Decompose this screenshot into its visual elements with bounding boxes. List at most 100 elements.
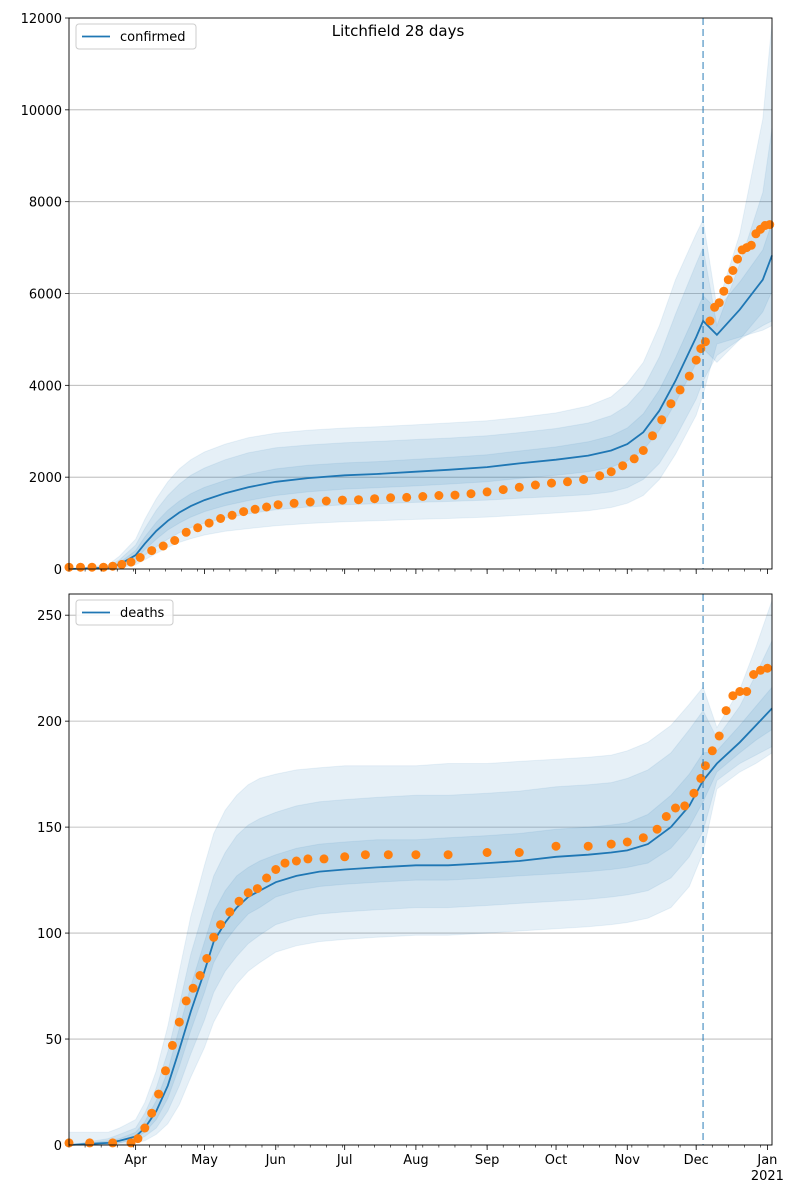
- axes-frame: [68, 593, 773, 1146]
- observed-point: [728, 266, 738, 275]
- plot-area: [69, 594, 772, 1145]
- y-tick-label: 0: [54, 563, 62, 578]
- y-tick-label: 2000: [29, 471, 62, 486]
- observed-point: [498, 485, 508, 495]
- x-tick-label: Apr: [124, 1153, 147, 1168]
- observed-point: [170, 536, 180, 545]
- observed-point: [721, 706, 731, 716]
- y-tick-label: 4000: [29, 379, 62, 394]
- observed-point: [418, 492, 428, 501]
- observed-point: [216, 514, 226, 523]
- observed-point: [174, 1017, 184, 1027]
- observed-point: [273, 500, 283, 510]
- observed-point: [216, 920, 226, 930]
- observed-point: [370, 494, 380, 504]
- model-median-line: [68, 255, 773, 570]
- observed-point: [135, 553, 145, 562]
- observed-point: [360, 850, 370, 860]
- observed-point: [291, 856, 301, 866]
- observed-point: [280, 858, 290, 868]
- observed-point: [696, 773, 706, 783]
- observed-point: [749, 670, 759, 679]
- axes-frame: [68, 17, 773, 570]
- observed-point: [700, 761, 710, 771]
- y-tick-label: 8000: [29, 196, 62, 211]
- y-tick-label: 200: [37, 715, 62, 730]
- y-tick-label: 250: [37, 609, 62, 624]
- observed-point: [158, 541, 168, 551]
- observed-point: [87, 562, 97, 572]
- observed-point: [99, 562, 108, 572]
- observed-point: [161, 1066, 170, 1076]
- observed-point: [661, 812, 671, 821]
- observed-point: [733, 254, 742, 264]
- y-tick-label: 100: [37, 927, 62, 942]
- observed-point: [583, 841, 593, 851]
- observed-point: [691, 355, 701, 365]
- observed-point: [140, 1123, 150, 1133]
- x-tick-label: Jan: [756, 1153, 777, 1168]
- observed-point: [606, 839, 616, 849]
- observed-point: [563, 477, 572, 487]
- y-tick-label: 10000: [21, 104, 62, 119]
- observed-point: [289, 498, 299, 508]
- y-tick-label: 0: [54, 1139, 62, 1154]
- observed-point: [547, 478, 556, 488]
- observed-point: [108, 1138, 118, 1148]
- observed-point: [147, 546, 157, 556]
- x-tick-label: Jun: [265, 1153, 286, 1168]
- y-tick-label: 6000: [29, 288, 62, 303]
- observed-point: [321, 496, 331, 506]
- observed-point: [108, 561, 118, 571]
- observed-point: [319, 854, 329, 864]
- observed-point: [386, 493, 396, 503]
- x-tick-label: Aug: [403, 1153, 428, 1168]
- observed-point: [746, 240, 756, 250]
- observed-point: [252, 884, 262, 894]
- observed-point: [271, 865, 281, 874]
- observed-point: [466, 489, 476, 499]
- observed-point: [595, 471, 605, 481]
- observed-point: [188, 983, 198, 993]
- observed-point: [705, 316, 715, 326]
- observed-point: [209, 932, 219, 942]
- legend-label: confirmed: [120, 30, 186, 45]
- observed-point: [76, 562, 85, 572]
- observed-point: [742, 687, 752, 696]
- observed-point: [648, 431, 657, 441]
- x-tick-label: Oct: [545, 1153, 567, 1168]
- observed-point: [756, 665, 765, 675]
- observed-point: [133, 1134, 143, 1144]
- y-tick-label: 12000: [21, 12, 62, 27]
- observed-point: [250, 504, 260, 514]
- observed-point: [638, 833, 648, 843]
- x-tick-label: Jul: [336, 1153, 353, 1168]
- observed-point: [714, 731, 724, 741]
- observed-point: [482, 487, 492, 497]
- legend-box: [75, 599, 174, 626]
- observed-point: [262, 502, 272, 512]
- observed-point: [402, 492, 412, 502]
- observed-point: [195, 971, 205, 980]
- y-tick-label: 50: [45, 1033, 62, 1048]
- confirmed-panel: 0 2000 4000 6000 8000 10000 12000 confirmed: [21, 12, 775, 578]
- observed-point: [303, 854, 313, 864]
- observed-point: [337, 495, 347, 505]
- observed-point: [514, 848, 524, 857]
- observed-point: [680, 801, 690, 811]
- x-tick-label: Dec: [684, 1153, 709, 1168]
- figure-title: Litchfield 28 days: [332, 22, 465, 40]
- x-tick-sublabel: 2021: [751, 1169, 784, 1184]
- observed-point: [434, 491, 444, 500]
- observed-point: [383, 850, 393, 860]
- observed-point: [530, 480, 540, 490]
- observed-point: [204, 518, 214, 528]
- observed-point: [482, 848, 492, 857]
- observed-point: [85, 1138, 95, 1148]
- observed-point: [354, 495, 363, 505]
- deaths-panel: 0 50 100 150 200 250 Apr May Jun Jul Aug Sep Oct Nov D…: [37, 593, 784, 1184]
- observed-point: [714, 298, 724, 308]
- observed-point: [719, 286, 729, 296]
- observed-point: [762, 663, 772, 673]
